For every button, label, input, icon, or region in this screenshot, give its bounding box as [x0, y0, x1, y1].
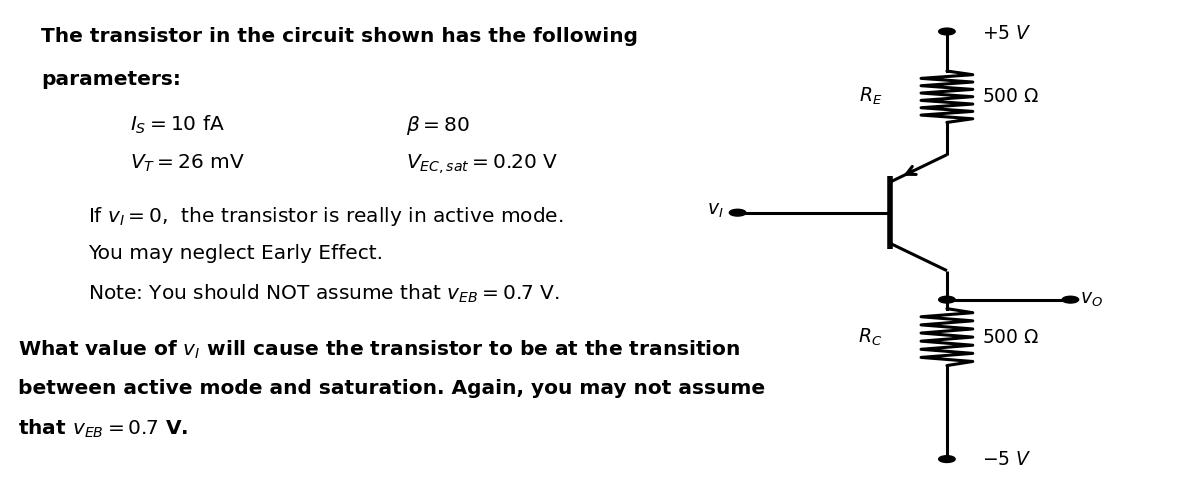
- Circle shape: [938, 28, 955, 35]
- Text: $-5\ V$: $-5\ V$: [982, 450, 1032, 469]
- Circle shape: [730, 210, 746, 216]
- Text: $v_O$: $v_O$: [1080, 290, 1103, 309]
- Text: $+5\ V$: $+5\ V$: [982, 24, 1032, 43]
- Text: $R_C$: $R_C$: [858, 326, 882, 348]
- Text: $V_T = 26$ mV: $V_T = 26$ mV: [130, 152, 245, 174]
- Text: $500\ \Omega$: $500\ \Omega$: [983, 327, 1039, 347]
- Circle shape: [938, 296, 955, 303]
- Text: $R_E$: $R_E$: [859, 86, 882, 107]
- Text: that $v_{EB} = 0.7$ V.: that $v_{EB} = 0.7$ V.: [18, 418, 188, 440]
- Text: $V_{EC,sat} = 0.20$ V: $V_{EC,sat} = 0.20$ V: [406, 152, 558, 176]
- Text: You may neglect Early Effect.: You may neglect Early Effect.: [89, 244, 384, 263]
- Text: parameters:: parameters:: [42, 70, 181, 89]
- Text: If $v_I = 0$,  the transistor is really in active mode.: If $v_I = 0$, the transistor is really i…: [89, 206, 564, 228]
- Text: The transistor in the circuit shown has the following: The transistor in the circuit shown has …: [42, 27, 638, 46]
- Text: What value of $v_I$ will cause the transistor to be at the transition: What value of $v_I$ will cause the trans…: [18, 338, 740, 360]
- Text: between active mode and saturation. Again, you may not assume: between active mode and saturation. Agai…: [18, 380, 766, 398]
- Circle shape: [938, 456, 955, 462]
- Text: $500\ \Omega$: $500\ \Omega$: [983, 87, 1039, 106]
- Circle shape: [1062, 296, 1079, 303]
- Text: $\beta = 80$: $\beta = 80$: [406, 114, 470, 137]
- Text: $v_I$: $v_I$: [707, 201, 724, 220]
- Text: Note: You should NOT assume that $v_{EB} = 0.7$ V.: Note: You should NOT assume that $v_{EB}…: [89, 283, 560, 305]
- Text: $I_S = 10$ fA: $I_S = 10$ fA: [130, 114, 224, 136]
